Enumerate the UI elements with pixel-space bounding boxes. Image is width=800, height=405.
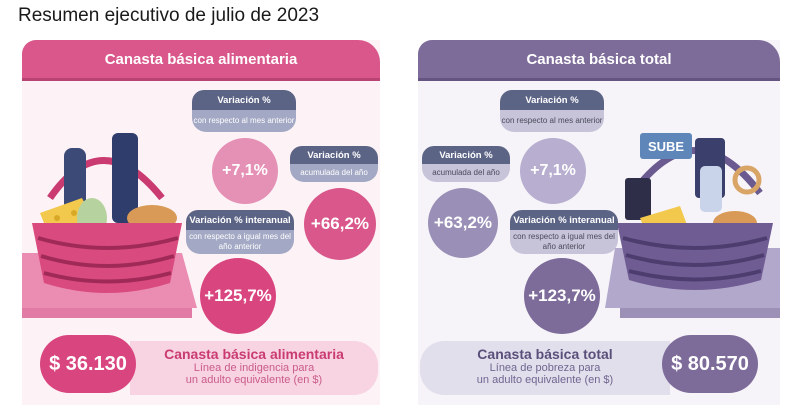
monthly-variation-value: +7,1% (212, 138, 278, 204)
keys-icon (732, 165, 762, 195)
basket-floor (620, 308, 780, 318)
total-basket-illustration: SUBE (605, 133, 780, 308)
monthly-variation-label: Variación % (500, 90, 604, 110)
basket-floor (22, 308, 192, 318)
monthly-variation-value: +7,1% (520, 138, 586, 204)
indigence-line-desc-2: un adulto equivalente (en $) (185, 374, 323, 386)
basket-handle (47, 157, 165, 201)
header-stripe (418, 78, 780, 81)
accumulated-variation-sub: acumulada del año (290, 164, 378, 182)
poverty-line-desc-1: Línea de pobreza para (489, 362, 601, 374)
page-title: Resumen ejecutivo de julio de 2023 (18, 5, 320, 26)
poverty-line-box: Canasta básica total Línea de pobreza pa… (420, 341, 670, 395)
header-stripe (22, 78, 380, 81)
interannual-variation-sub: con respecto a igual mes del año anterio… (510, 230, 618, 254)
indigence-line-amount: $ 36.130 (40, 335, 136, 393)
basket-body (617, 223, 773, 290)
interannual-variation-value: +123,7% (524, 258, 600, 334)
food-basket-illustration (22, 133, 197, 308)
wine-bottle-icon (112, 133, 138, 223)
card-text: SUBE (648, 139, 684, 154)
total-basket-header: Canasta básica total (418, 40, 780, 78)
monthly-variation-sub: con respecto al mes anterior (192, 110, 296, 132)
interannual-variation-label: Variación % interanual (186, 210, 294, 230)
accumulated-variation-label: Variación % (422, 146, 510, 164)
poverty-line-desc-2: un adulto equivalente (en $) (476, 374, 614, 386)
poverty-line-title: Canasta básica total (477, 346, 613, 362)
indigence-line-desc-1: Línea de indigencia para (193, 362, 315, 374)
accumulated-variation-sub: acumulada del año (422, 164, 510, 182)
accumulated-variation-value: +63,2% (428, 188, 498, 258)
monthly-variation-sub: con respecto al mes anterior (500, 110, 604, 132)
phone-icon (625, 178, 651, 220)
accumulated-variation-label: Variación % (290, 146, 378, 164)
indigence-line-title: Canasta básica alimentaria (164, 346, 344, 362)
interannual-variation-label: Variación % interanual (510, 210, 618, 230)
card-icon (640, 133, 692, 159)
basket-body (32, 223, 182, 293)
food-basket-header: Canasta básica alimentaria (22, 40, 380, 78)
interannual-variation-sub: con respecto a igual mes del año anterio… (186, 230, 294, 254)
indigence-line-box: Canasta básica alimentaria Línea de indi… (130, 341, 378, 395)
accumulated-variation-value: +66,2% (304, 188, 376, 260)
poverty-line-amount: $ 80.570 (662, 335, 758, 393)
interannual-variation-value: +125,7% (200, 258, 276, 334)
bottle-icon (700, 166, 722, 212)
monthly-variation-label: Variación % (192, 90, 296, 110)
